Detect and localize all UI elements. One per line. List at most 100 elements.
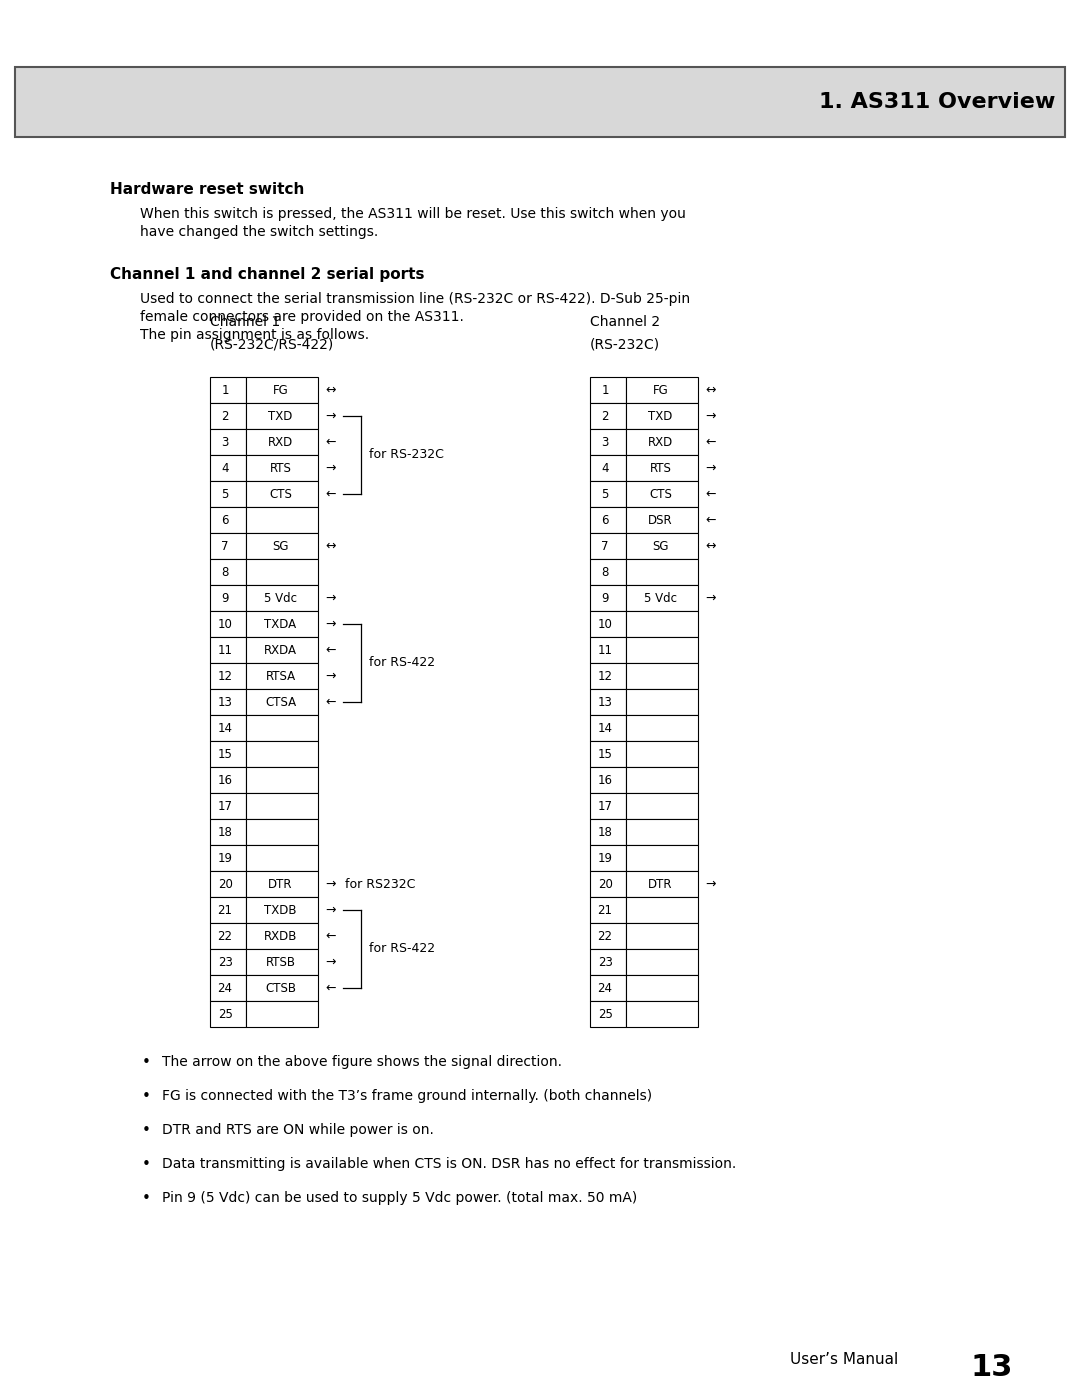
Bar [246,819,318,845]
Text: 20: 20 [597,877,612,890]
Text: Channel 1 and channel 2 serial ports: Channel 1 and channel 2 serial ports [110,267,424,282]
Text: →: → [325,409,336,422]
Text: 17: 17 [218,799,232,813]
Text: 13: 13 [218,696,232,708]
Text: 5: 5 [602,488,609,500]
Bar [246,637,318,664]
Text: ←: ← [325,929,336,943]
Bar [590,975,626,1002]
Bar [246,585,318,610]
Bar [210,975,246,1002]
Bar [626,610,698,637]
Text: →: → [325,669,336,683]
Bar [590,1002,626,1027]
Bar [246,949,318,975]
Text: 16: 16 [218,774,232,787]
Text: When this switch is pressed, the AS311 will be reset. Use this switch when you: When this switch is pressed, the AS311 w… [140,207,686,221]
Bar [15,67,1065,137]
Text: for RS-422: for RS-422 [369,657,435,669]
Bar [246,559,318,585]
Text: 19: 19 [218,852,232,865]
Text: Data transmitting is available when CTS is ON. DSR has no effect for transmissio: Data transmitting is available when CTS … [162,1157,737,1171]
Text: 5 Vdc: 5 Vdc [265,591,297,605]
Bar [626,1002,698,1027]
Bar [210,689,246,715]
Text: 7: 7 [221,539,229,552]
Bar [626,585,698,610]
Text: 11: 11 [218,644,232,657]
Text: →: → [325,617,336,630]
Text: FG is connected with the T3’s frame ground internally. (both channels): FG is connected with the T3’s frame grou… [162,1090,652,1104]
Text: ↔: ↔ [325,539,336,552]
Bar [626,664,698,689]
Text: 17: 17 [597,799,612,813]
Text: 18: 18 [218,826,232,838]
Bar [246,402,318,429]
Bar [246,429,318,455]
Bar [210,897,246,923]
Text: 4: 4 [221,461,229,475]
Text: have changed the switch settings.: have changed the switch settings. [140,225,378,239]
Text: 5 Vdc: 5 Vdc [644,591,677,605]
Bar [210,1002,246,1027]
Text: 10: 10 [218,617,232,630]
Text: for RS-232C: for RS-232C [369,448,444,461]
Bar [246,610,318,637]
Text: 14: 14 [597,721,612,735]
Bar [210,715,246,740]
Text: 21: 21 [218,904,232,916]
Bar [590,534,626,559]
Text: 23: 23 [218,956,232,968]
Text: Hardware reset switch: Hardware reset switch [110,182,305,197]
Bar [246,870,318,897]
Bar [626,689,698,715]
Text: 2: 2 [602,409,609,422]
Text: →: → [705,461,715,475]
Text: RXDA: RXDA [265,644,297,657]
Bar [626,897,698,923]
Text: RTS: RTS [650,461,672,475]
Text: TXDB: TXDB [265,904,297,916]
Bar [626,507,698,534]
Text: •: • [141,1157,151,1172]
Bar [626,481,698,507]
Text: 3: 3 [221,436,229,448]
Bar [210,637,246,664]
Text: 16: 16 [597,774,612,787]
Text: 25: 25 [597,1007,612,1020]
Text: ←: ← [325,696,336,708]
Text: •: • [141,1192,151,1206]
Bar [590,897,626,923]
Text: DTR: DTR [268,877,293,890]
Text: FG: FG [652,384,669,397]
Text: ↔: ↔ [705,384,715,397]
Text: (RS-232C/RS-422): (RS-232C/RS-422) [210,337,334,351]
Text: TXDA: TXDA [265,617,297,630]
Text: Channel 2: Channel 2 [590,314,660,330]
Text: ←: ← [325,488,336,500]
Text: 7: 7 [602,539,609,552]
Bar [626,534,698,559]
Text: Used to connect the serial transmission line (RS-232C or RS-422). D-Sub 25-pin: Used to connect the serial transmission … [140,292,690,306]
Bar [210,767,246,793]
Bar [590,429,626,455]
Bar [210,949,246,975]
Bar [246,975,318,1002]
Bar [590,715,626,740]
Text: ←: ← [325,644,336,657]
Text: FG: FG [272,384,288,397]
Text: →: → [325,591,336,605]
Text: 4: 4 [602,461,609,475]
Text: TXD: TXD [268,409,293,422]
Text: SG: SG [272,539,288,552]
Text: The arrow on the above figure shows the signal direction.: The arrow on the above figure shows the … [162,1055,562,1069]
Bar [626,402,698,429]
Bar [590,740,626,767]
Text: for RS232C: for RS232C [345,877,416,890]
Text: ↔: ↔ [325,384,336,397]
Text: 20: 20 [218,877,232,890]
Bar [590,455,626,481]
Bar [246,923,318,949]
Text: CTS: CTS [649,488,672,500]
Text: Pin 9 (5 Vdc) can be used to supply 5 Vdc power. (total max. 50 mA): Pin 9 (5 Vdc) can be used to supply 5 Vd… [162,1192,637,1206]
